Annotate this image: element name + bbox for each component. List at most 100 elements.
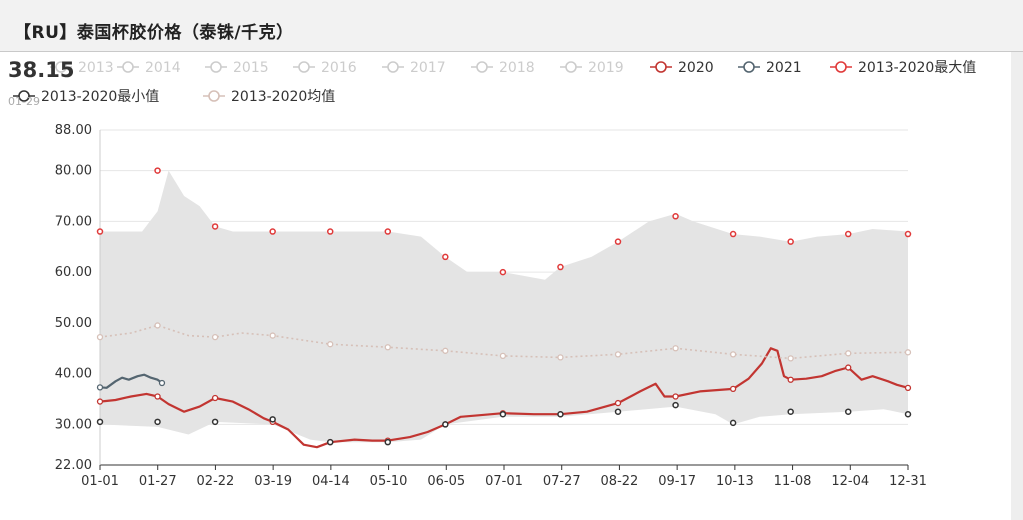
- series-point-avg: [845, 350, 852, 357]
- series-point-max: [211, 223, 219, 230]
- legend-marker-9: [835, 61, 847, 73]
- series-point-avg: [211, 333, 219, 341]
- y-tick-label: 40.00: [55, 367, 92, 382]
- series-point-2020: [787, 376, 794, 383]
- x-tick-label: 02-22: [197, 474, 235, 489]
- legend-label-9: 2013-2020最大值: [858, 60, 976, 76]
- legend-marker-7: [655, 61, 667, 73]
- legend-marker-5: [476, 61, 488, 73]
- series-line-1: [99, 373, 163, 389]
- x-tick-label: 05-10: [370, 474, 408, 489]
- series-point-avg: [384, 344, 391, 351]
- series-point-2020: [211, 394, 219, 402]
- series-point-max: [384, 228, 392, 235]
- y-tick-label: 22.00: [55, 458, 92, 473]
- series-point-max: [672, 213, 679, 220]
- series-point-avg: [96, 333, 104, 341]
- series-point-max: [844, 230, 852, 238]
- x-tick-label: 10-13: [716, 474, 754, 489]
- series-point-avg: [269, 332, 276, 339]
- series-point-max: [499, 268, 507, 276]
- series-point-avg: [672, 345, 679, 352]
- legend-label-1: 2014: [145, 60, 181, 76]
- legend-marker-10: [18, 90, 30, 102]
- series-point-min: [844, 408, 852, 415]
- series-point-2020: [729, 385, 737, 393]
- legend-marker-0: [55, 61, 67, 73]
- range-band-area: [100, 170, 908, 443]
- series-point-min: [557, 410, 564, 418]
- min-max-band: [100, 170, 908, 443]
- x-tick-label: 12-04: [831, 474, 869, 489]
- x-tick-label: 08-22: [601, 474, 639, 489]
- series-point-avg: [557, 354, 564, 361]
- right-edge-strip: [1011, 52, 1023, 520]
- series-point-max: [269, 228, 276, 235]
- series-point-min: [787, 408, 794, 415]
- series-point-min: [442, 421, 449, 428]
- series-point-avg: [904, 349, 912, 356]
- page-title: 【RU】泰国杯胶价格（泰铢/千克）: [14, 23, 294, 43]
- series-line-4: [99, 324, 909, 360]
- series-point-max: [729, 230, 737, 238]
- axes: 22.00 30.00 40.00 50.00 60.00 70.00 80.00 88.00…: [55, 123, 927, 489]
- legend-label-6: 2019: [588, 60, 624, 76]
- x-tick-label: 07-01: [485, 474, 523, 489]
- y-tick-label: 88.00: [55, 123, 92, 138]
- series-point-2021: [158, 379, 166, 387]
- series-point-max: [614, 238, 622, 245]
- series-point-2020: [614, 399, 622, 407]
- series-point-max: [442, 253, 449, 261]
- legend-label-8: 2021: [766, 60, 802, 76]
- x-tick-label: 04-14: [312, 474, 350, 489]
- y-tick-label: 50.00: [55, 316, 92, 331]
- latest-value: 38.15: [8, 58, 75, 82]
- series-point-2021: [96, 384, 104, 391]
- series-point-2020: [672, 393, 679, 400]
- legend: 2013 2014 2015 2016 2017 2018 2019 2020 2021 2013…: [13, 60, 976, 105]
- series-point-min: [211, 418, 219, 426]
- series-point-min: [96, 418, 104, 426]
- legend-marker-4: [387, 61, 399, 73]
- legend-label-3: 2016: [321, 60, 357, 76]
- series-point-avg: [499, 352, 507, 360]
- legend-label-10: 2013-2020最小值: [41, 89, 159, 105]
- series-point-2020: [96, 398, 104, 405]
- series-point-min: [672, 401, 679, 409]
- series-point-avg: [442, 347, 449, 354]
- series-point-min: [384, 438, 392, 446]
- page-header: 【RU】泰国杯胶价格（泰铢/千克）: [0, 0, 1023, 52]
- series-points: [96, 167, 912, 446]
- series-point-min: [904, 410, 912, 418]
- series-point-max: [96, 228, 104, 235]
- x-tick-label: 11-08: [774, 474, 812, 489]
- x-tick-label: 09-17: [658, 474, 696, 489]
- legend-marker-11: [208, 90, 220, 102]
- series-point-2020: [904, 384, 912, 391]
- x-tick-label: 01-27: [139, 474, 177, 489]
- y-tick-label: 60.00: [55, 265, 92, 280]
- series-point-avg: [154, 322, 161, 329]
- series-point-max: [557, 263, 564, 271]
- series-point-avg: [614, 351, 622, 358]
- y-tick-label: 30.00: [55, 417, 92, 432]
- legend-marker-1: [122, 61, 134, 73]
- y-tick-label: 80.00: [55, 164, 92, 179]
- legend-marker-2: [210, 61, 222, 73]
- series-point-avg: [327, 341, 334, 348]
- series-point-avg: [729, 351, 737, 358]
- x-tick-label: 12-31: [889, 474, 927, 489]
- x-tick-label: 06-05: [427, 474, 465, 489]
- series-point-avg: [787, 355, 794, 362]
- series-point-max: [787, 238, 794, 245]
- series-point-2020: [845, 364, 852, 371]
- legend-label-0: 2013: [78, 60, 114, 76]
- latest-date: 01-29: [8, 95, 40, 108]
- series-point-min: [729, 419, 737, 427]
- x-tick-label: 01-01: [81, 474, 119, 489]
- series-point-max: [326, 228, 334, 235]
- legend-marker-3: [298, 61, 310, 73]
- legend-marker-8: [743, 61, 755, 73]
- x-tick-label: 07-27: [543, 474, 581, 489]
